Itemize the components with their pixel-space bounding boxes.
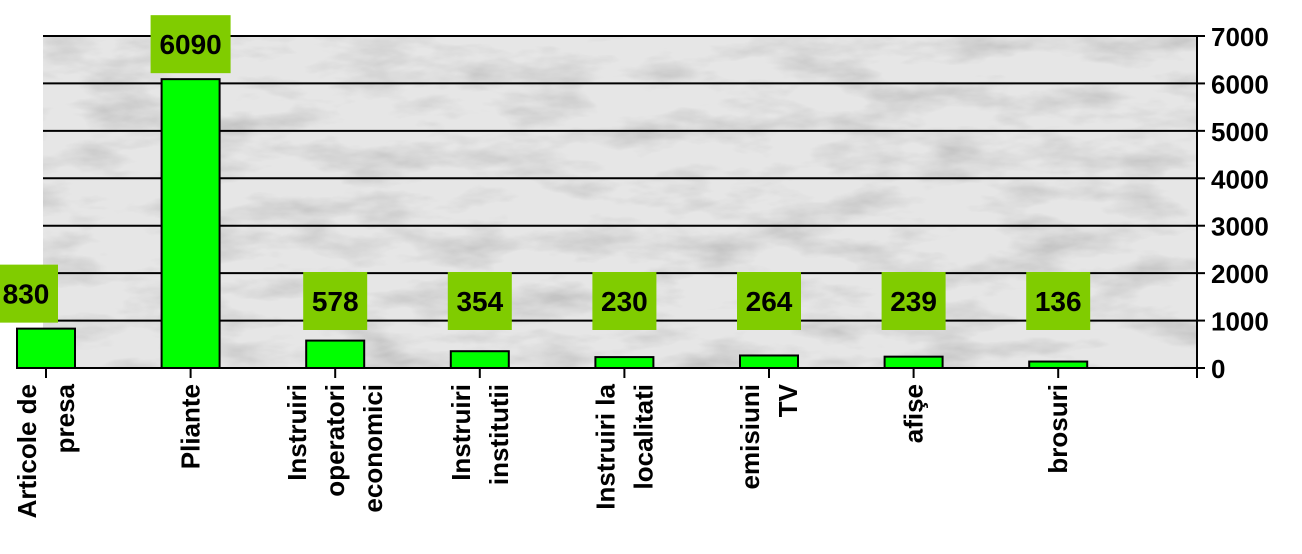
data-label-text: 354 [456, 286, 503, 317]
y-tick-label: 1000 [1211, 307, 1269, 337]
x-tick-label: Pliante [176, 384, 206, 469]
x-tick-label-line: afişe [899, 384, 929, 443]
x-tick-label-line: Instruiri [446, 384, 476, 481]
axes [39, 35, 1205, 378]
x-tick-label-line: Pliante [176, 384, 206, 469]
data-label: 6090 [150, 15, 231, 74]
bar [883, 355, 944, 370]
x-tick-label: Instruiri institutii [446, 384, 514, 485]
x-tick-label-line: Instruiri la [590, 383, 620, 509]
data-label-box [737, 272, 801, 330]
bar [160, 78, 221, 369]
x-tick-label: emisiuni TV [735, 383, 803, 489]
x-tick-label-line: Instruiri [282, 384, 312, 481]
bar [449, 350, 510, 370]
x-tick-label: Articole de presa [12, 383, 80, 518]
data-label-box [0, 264, 58, 323]
y-tick-labels: 0 1000 2000 3000 4000 5000 6000 7000 [1211, 22, 1269, 384]
data-label-text: 6090 [159, 29, 221, 60]
x-tick-label-line: TV [773, 383, 803, 417]
x-tick-label: Instruiri la localitati [590, 383, 658, 509]
data-label-text: 230 [601, 286, 648, 317]
data-label-box [150, 15, 231, 74]
x-tick-label-line: economici [358, 384, 388, 513]
data-label-text: 264 [746, 286, 793, 317]
y-tick-label: 6000 [1211, 69, 1269, 99]
bar [16, 327, 76, 369]
y-tick-label: 2000 [1211, 259, 1269, 289]
x-tick-label-line: localitati [628, 384, 658, 489]
x-tick-label-line: operatori [320, 384, 350, 497]
data-label: 578 [303, 272, 368, 330]
data-label-text: 830 [3, 279, 50, 310]
data-label-text: 239 [890, 286, 937, 317]
y-tick-label: 4000 [1211, 164, 1269, 194]
data-label-box [303, 272, 368, 330]
y-tick-label: 5000 [1211, 117, 1269, 147]
x-tick-label: afişe [899, 384, 929, 443]
bar [305, 339, 366, 369]
data-labels: 830 6090 578 354 230 264 239 136 [0, 15, 1091, 330]
data-label-text: 578 [312, 286, 359, 317]
data-label: 830 [0, 264, 58, 323]
x-tick-label-line: presa [50, 383, 80, 453]
x-tick-labels: Articole de presa Pliante Instruiri operator… [12, 383, 1073, 518]
data-label: 230 [592, 272, 657, 330]
data-label-box [447, 272, 512, 330]
x-tick-label-line: brosuri [1043, 384, 1073, 474]
y-tick-label: 0 [1211, 354, 1225, 384]
data-label-box [592, 272, 657, 330]
bar [739, 354, 799, 369]
data-label: 239 [881, 272, 946, 330]
data-label-box [1026, 272, 1091, 330]
y-tick-label: 7000 [1211, 22, 1269, 52]
x-tick-label-line: institutii [484, 384, 514, 485]
data-label: 354 [447, 272, 512, 330]
data-label-box [881, 272, 946, 330]
x-tick-label: Instruiri operatori economici [282, 384, 388, 513]
data-label-text: 136 [1035, 286, 1082, 317]
data-label: 136 [1026, 272, 1091, 330]
x-tick-label-line: emisiuni [735, 384, 765, 489]
data-label: 264 [737, 272, 801, 330]
x-tick-label: brosuri [1043, 384, 1073, 474]
bar [594, 356, 655, 370]
y-tick-label: 3000 [1211, 212, 1269, 242]
x-tick-label-line: Articole de [12, 384, 42, 518]
